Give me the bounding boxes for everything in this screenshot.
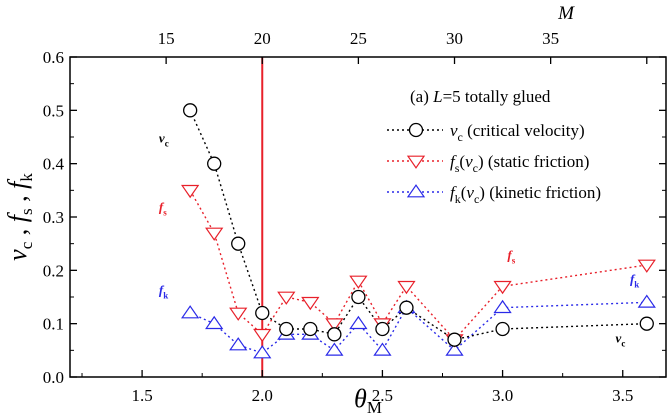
data-point	[375, 321, 390, 337]
y-tick-label: 0.6	[43, 48, 64, 67]
data-point	[351, 289, 366, 305]
x-tick-label: 3.5	[612, 386, 633, 405]
legend-label: vc (critical velocity)	[450, 121, 585, 144]
annotations: vc fs fk fs fk vc	[159, 130, 639, 348]
data-point	[406, 155, 426, 169]
legend-label: fk(vc) (kinetic friction)	[450, 183, 601, 206]
y-tick-label: 0.2	[43, 261, 64, 280]
series-markers-kinetic-friction	[181, 294, 656, 359]
series-line-critical-velocity	[189, 110, 647, 341]
data-point	[406, 184, 426, 198]
y-tick-label: 0.5	[43, 101, 64, 120]
x-top-tick-label: 15	[158, 29, 175, 48]
x-axis-title: θM	[354, 384, 382, 415]
data-point	[229, 337, 248, 351]
y-tick-label: 0.3	[43, 208, 64, 227]
series-markers-static-friction	[181, 184, 656, 348]
data-point	[399, 300, 414, 315]
data-point	[639, 316, 654, 331]
data-point	[229, 307, 248, 321]
data-point	[207, 156, 222, 171]
x-top-tick-label: 30	[446, 29, 463, 48]
y-tick-label: 0.4	[43, 155, 65, 174]
annotation-label: vc	[616, 330, 626, 348]
legend-label: fs(vc) (static friction)	[450, 152, 589, 175]
data-point	[445, 342, 464, 356]
data-point	[277, 291, 296, 305]
series-markers-critical-velocity	[183, 103, 654, 347]
data-point	[327, 327, 342, 342]
y-axis-title: vc​ , fs​ , fk​	[3, 173, 36, 261]
x-top-tick-label: 25	[350, 29, 367, 48]
plot-frame	[69, 56, 667, 378]
legend-item-static-friction: fs(vc) (static friction)	[387, 152, 589, 175]
data-point	[493, 299, 512, 314]
y-tick-label: 0.1	[43, 315, 64, 334]
data-point	[181, 305, 200, 319]
data-point	[397, 280, 416, 295]
data-point	[325, 318, 344, 332]
x-top-axis-title: M	[557, 3, 575, 24]
series-markers	[181, 103, 656, 359]
data-point	[279, 321, 294, 337]
data-point	[255, 305, 270, 321]
data-point	[231, 236, 246, 251]
data-point	[349, 275, 368, 289]
data-point	[183, 103, 198, 118]
axes: 1.5 2.0 2.5 3.0 3.5 15 20 25 30 35 M 0.0 0.1 0.2 0.3 0.…	[3, 3, 667, 415]
data-point	[495, 321, 510, 337]
annotation-label: fk	[630, 272, 639, 290]
data-point	[325, 342, 344, 356]
legend: (a) L=5 totally glued vc (critical veloci…	[387, 87, 601, 206]
y-tick-label: 0.0	[43, 368, 64, 387]
data-point	[373, 342, 392, 356]
annotation-label: fs	[507, 248, 515, 266]
data-point	[447, 332, 462, 347]
data-point	[301, 296, 320, 311]
data-point	[493, 280, 512, 295]
legend-item-kinetic-friction: fk(vc) (kinetic friction)	[387, 183, 601, 206]
x-tick-label: 2.0	[252, 386, 273, 405]
data-point	[253, 345, 272, 359]
data-point	[303, 321, 318, 337]
x-tick-label: 2.5	[372, 386, 393, 405]
data-point	[349, 315, 368, 330]
data-point	[205, 227, 224, 241]
x-top-tick-label: 35	[542, 29, 559, 48]
annotation-label: vc	[159, 130, 169, 148]
data-point	[253, 328, 272, 343]
annotation-label: fs	[159, 200, 167, 218]
annotation-label: fk	[159, 282, 168, 300]
legend-item-critical-velocity: vc (critical velocity)	[387, 121, 585, 144]
x-tick-label: 3.0	[492, 386, 513, 405]
data-point	[181, 184, 200, 199]
data-point	[637, 259, 656, 273]
data-point	[637, 294, 656, 308]
data-point	[205, 315, 224, 330]
x-tick-label: 1.5	[131, 386, 152, 405]
x-top-tick-label: 20	[254, 29, 271, 48]
data-point	[408, 122, 424, 138]
legend-title: (a) L=5 totally glued	[410, 87, 551, 106]
